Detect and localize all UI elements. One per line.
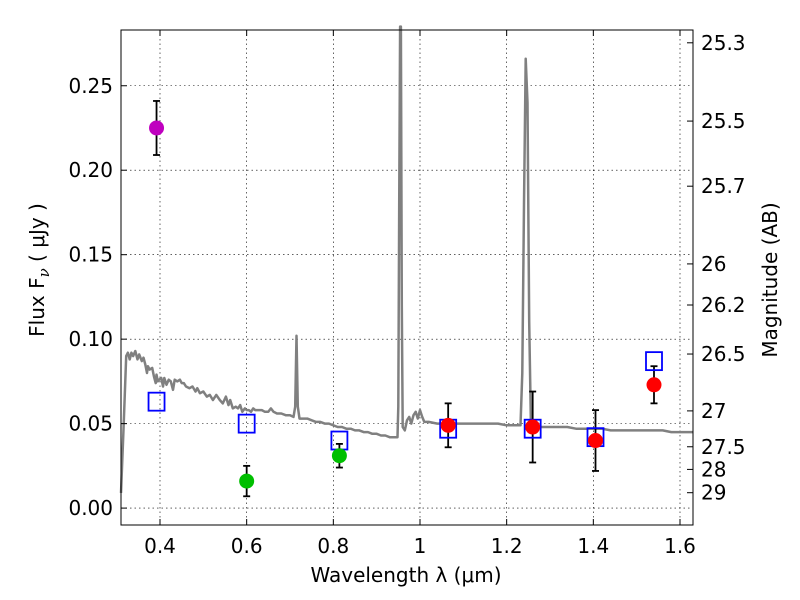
y-axis-ticks: 0.00 0.05 0.10 0.15 0.20 0.25 xyxy=(68,74,127,520)
x-tick-label: 1 xyxy=(414,534,427,558)
x-tick-label: 1.2 xyxy=(491,534,523,558)
y-tick-label: 0.15 xyxy=(68,243,113,267)
y-tick-label: 0.20 xyxy=(68,158,113,182)
measured-point xyxy=(525,419,541,435)
x-tick-label: 0.8 xyxy=(317,534,349,558)
y2-tick-label: 27 xyxy=(701,399,726,423)
y2-tick-label: 27.5 xyxy=(701,435,746,459)
y2-tick-label: 26 xyxy=(701,252,726,276)
y-axis-label-unit: ( μJy ) xyxy=(25,203,49,268)
y2-tick-label: 25.7 xyxy=(701,174,746,198)
y-tick-label: 0.00 xyxy=(68,496,113,520)
measured-points-layer xyxy=(149,120,662,489)
y2-tick-label: 25.3 xyxy=(701,31,746,55)
model-point-square xyxy=(237,413,256,434)
x-axis-ticks: 0.4 0.6 0.8 1 1.2 1.4 1.6 xyxy=(144,30,696,558)
gridlines xyxy=(121,30,693,525)
x-tick-label: 0.6 xyxy=(231,534,263,558)
spectrum-line xyxy=(119,25,693,493)
measured-point xyxy=(149,120,165,136)
y2-tick-label: 25.5 xyxy=(701,109,746,133)
y-axis-label-subscript: ν xyxy=(35,268,53,277)
y-tick-label: 0.10 xyxy=(68,327,113,351)
y2-tick-label: 29 xyxy=(701,481,726,505)
y-tick-label: 0.05 xyxy=(68,412,113,436)
y2-tick-label: 28 xyxy=(701,457,726,481)
plot-frame xyxy=(120,29,694,526)
x-tick-label: 1.4 xyxy=(577,534,609,558)
measured-point xyxy=(331,448,347,464)
x-tick-label: 0.4 xyxy=(144,534,176,558)
y-axis-label: Flux Fν ( μJy ) xyxy=(25,203,53,337)
measured-point xyxy=(440,417,456,433)
measured-point xyxy=(588,433,603,449)
model-point-square xyxy=(645,351,663,372)
model-spectrum-layer xyxy=(119,25,693,493)
y-axis-label-flux: Flux F xyxy=(25,277,49,336)
measured-point xyxy=(646,377,662,393)
x-tick-label: 1.6 xyxy=(664,534,696,558)
y-tick-label: 0.25 xyxy=(68,74,113,98)
model-point-square xyxy=(147,391,166,412)
y2-tick-label: 26.2 xyxy=(701,293,746,317)
x-axis-label: Wavelength λ (μm) xyxy=(310,563,501,587)
y2-axis-label: Magnitude (AB) xyxy=(758,202,782,357)
measured-point xyxy=(239,473,255,489)
y2-tick-label: 26.5 xyxy=(701,342,746,366)
